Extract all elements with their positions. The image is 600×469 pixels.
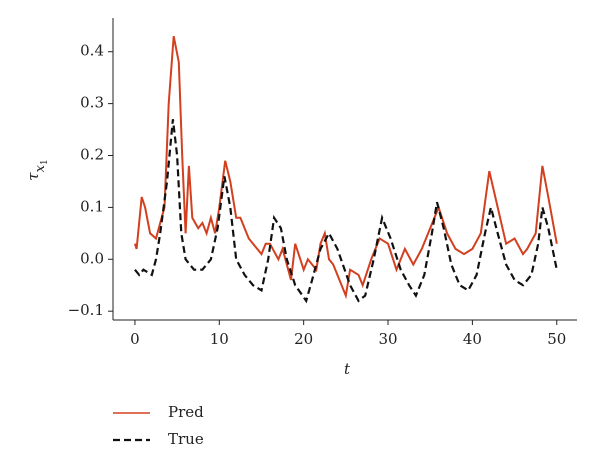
x-tick-label: 30	[378, 330, 397, 348]
legend-label: True	[168, 430, 204, 448]
y-axis-label: τx1	[24, 159, 50, 180]
y-tick-label: −0.1	[68, 301, 104, 319]
y-tick-label: 0.0	[80, 249, 104, 267]
y-tick-label: 0.1	[80, 197, 104, 215]
y-tick-label: 0.2	[80, 146, 104, 164]
x-tick-label: 0	[130, 330, 140, 348]
x-tick-label: 20	[294, 330, 313, 348]
y-tick-label: 0.4	[80, 42, 104, 60]
y-label-subsub: 1	[40, 159, 50, 165]
x-tick-label: 50	[547, 330, 566, 348]
x-tick-label: 40	[463, 330, 482, 348]
legend-label: Pred	[168, 403, 204, 421]
y-label-sub: x	[33, 164, 48, 172]
series-line	[134, 119, 558, 304]
y-axis-label-base: τx1	[24, 159, 50, 180]
y-tick-label: 0.3	[80, 94, 104, 112]
x-axis-label: t	[344, 360, 351, 378]
x-tick-label: 10	[210, 330, 229, 348]
y-label-base: τ	[24, 172, 42, 181]
series-line	[133, 36, 558, 300]
